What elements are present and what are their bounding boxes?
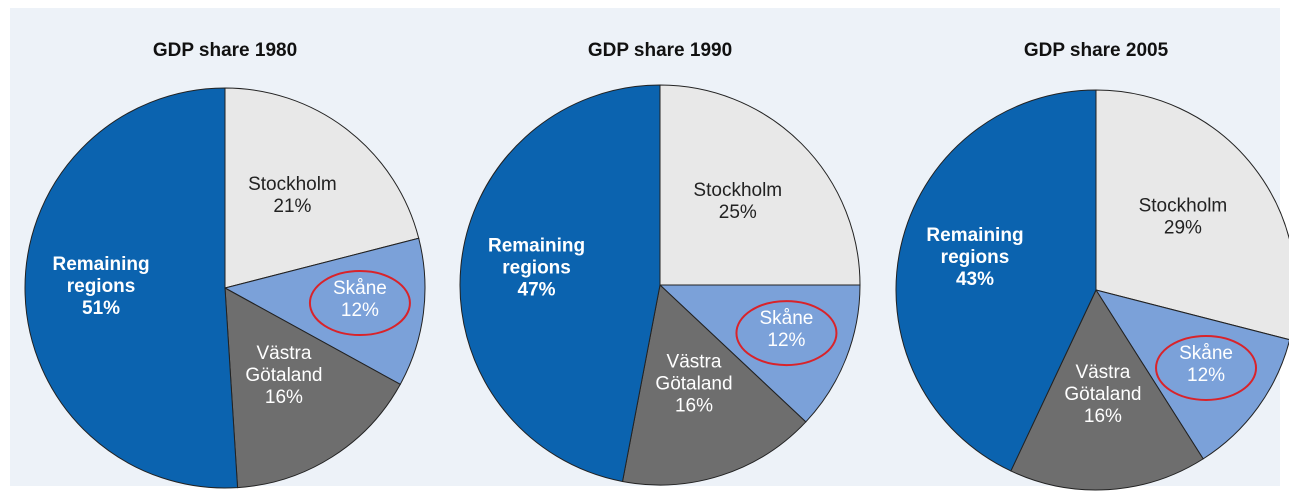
slice-value-label: 25% (719, 202, 757, 223)
slice-value-label: 21% (273, 196, 311, 217)
highlight-ring (1155, 334, 1258, 401)
pie-slice (658, 284, 861, 423)
pie-slice (24, 87, 239, 489)
slice-value-label: 12% (767, 330, 805, 351)
slice-value-label: 16% (675, 396, 713, 417)
slice-label: Remaining regions (52, 254, 149, 297)
pie-slice (621, 284, 807, 486)
slice-label: Skåne (333, 278, 387, 299)
slice-label: Västra Götaland (1064, 362, 1141, 405)
pie-slice (895, 89, 1097, 472)
pie-slice (223, 237, 426, 386)
pie-slice (224, 87, 420, 289)
slice-label: Västra Götaland (655, 352, 732, 395)
slice-label: Skåne (760, 308, 814, 329)
slice-label: Stockholm (1139, 196, 1228, 217)
pie-slice (1095, 89, 1289, 341)
slice-value-label: 29% (1164, 218, 1202, 239)
pie-slice (459, 84, 661, 483)
slice-label: Skåne (1179, 343, 1233, 364)
pie-slice (659, 84, 861, 286)
highlight-ring (308, 270, 411, 337)
pie-slice (1094, 289, 1289, 460)
chart-title: GDP share 1980 (153, 40, 297, 61)
slice-label: Remaining regions (488, 235, 585, 278)
pie-slice (224, 287, 401, 489)
slice-value-label: 12% (341, 300, 379, 321)
slice-label: Stockholm (693, 180, 782, 201)
slice-label: Stockholm (248, 174, 337, 195)
slice-value-label: 16% (265, 387, 303, 408)
pie-slice (1010, 288, 1204, 491)
slice-value-label: 12% (1187, 365, 1225, 386)
chart-title: GDP share 2005 (1024, 40, 1169, 61)
slice-value-label: 43% (956, 269, 994, 290)
highlight-ring (735, 300, 838, 367)
slice-label: Västra Götaland (245, 343, 322, 386)
chart-title: GDP share 1990 (588, 40, 732, 61)
slice-value-label: 16% (1084, 406, 1122, 427)
slice-value-label: 51% (82, 298, 120, 319)
slice-label: Remaining regions (926, 225, 1023, 268)
slice-value-label: 47% (518, 279, 556, 300)
